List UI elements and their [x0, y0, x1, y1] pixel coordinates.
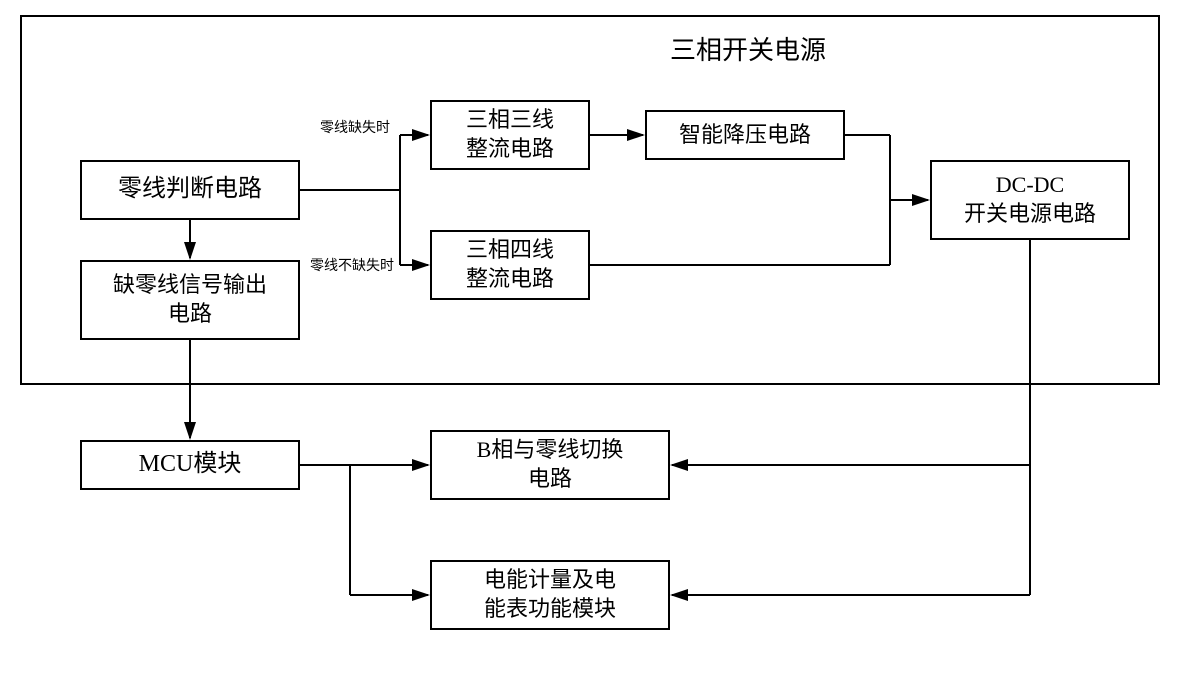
node-mcu: MCU模块 [80, 440, 300, 490]
node-label: 零线判断电路 [118, 174, 262, 205]
node-label: 缺零线信号输出 电路 [113, 271, 267, 328]
node-smart-buck: 智能降压电路 [645, 110, 845, 160]
node-label: 三相四线 整流电路 [466, 236, 554, 293]
node-dcdc: DC-DC 开关电源电路 [930, 160, 1130, 240]
node-b-phase-switch: B相与零线切换 电路 [430, 430, 670, 500]
node-label: 智能降压电路 [679, 121, 811, 150]
node-label: 电能计量及电 能表功能模块 [484, 566, 616, 623]
node-zero-line-detect: 零线判断电路 [80, 160, 300, 220]
edge-label-missing: 零线缺失时 [320, 117, 390, 137]
node-label: DC-DC 开关电源电路 [964, 171, 1096, 228]
node-four-wire-rectifier: 三相四线 整流电路 [430, 230, 590, 300]
node-missing-zero-output: 缺零线信号输出 电路 [80, 260, 300, 340]
outer-frame-title: 三相开关电源 [670, 30, 826, 67]
node-label: B相与零线切换 电路 [477, 436, 624, 493]
edge-label-not-missing: 零线不缺失时 [310, 255, 394, 275]
node-label: MCU模块 [139, 449, 242, 480]
node-label: 三相三线 整流电路 [466, 106, 554, 163]
node-energy-meter: 电能计量及电 能表功能模块 [430, 560, 670, 630]
node-three-wire-rectifier: 三相三线 整流电路 [430, 100, 590, 170]
